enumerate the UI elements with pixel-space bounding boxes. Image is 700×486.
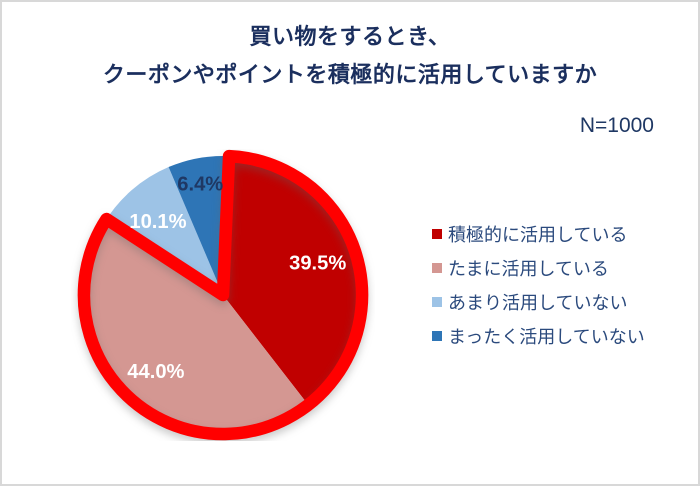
legend-swatch-icon bbox=[432, 296, 442, 307]
legend: 積極的に活用している たまに活用している あまり活用していない まったく活用していない bbox=[432, 223, 645, 347]
chart-title-line2: クーポンやポイントを積極的に活用していますか bbox=[102, 62, 598, 87]
legend-item-label: たまに活用している bbox=[448, 258, 609, 279]
chart-title: 買い物をするとき、 クーポンやポイントを積極的に活用していますか bbox=[2, 18, 698, 94]
legend-item-label: あまり活用していない bbox=[448, 292, 628, 313]
sample-size-label: N=1000 bbox=[579, 114, 654, 137]
highlight-outline bbox=[77, 149, 369, 441]
pie-slice-1 bbox=[83, 224, 309, 435]
slice-label-1: 44.0% bbox=[127, 361, 184, 383]
legend-item-label: まったく活用していない bbox=[448, 326, 645, 347]
pie-slice-3 bbox=[168, 155, 223, 295]
legend-item-0: 積極的に活用している bbox=[432, 223, 645, 245]
legend-item-3: まったく活用していない bbox=[432, 325, 645, 347]
legend-swatch-icon bbox=[432, 228, 442, 239]
pie-chart: 39.5% 44.0% 10.1% 6.4% bbox=[77, 149, 369, 441]
chart-title-line1: 買い物をするとき、 bbox=[249, 24, 451, 49]
slice-label-2: 10.1% bbox=[129, 211, 186, 233]
legend-swatch-icon bbox=[432, 330, 442, 341]
pie-slice-2 bbox=[103, 167, 223, 295]
slice-label-3: 6.4% bbox=[177, 173, 223, 195]
legend-swatch-icon bbox=[432, 262, 442, 273]
slice-label-0: 39.5% bbox=[289, 253, 346, 275]
legend-item-label: 積極的に活用している bbox=[448, 224, 628, 245]
legend-item-1: たまに活用している bbox=[432, 257, 645, 279]
legend-item-2: あまり活用していない bbox=[432, 291, 645, 313]
pie-slice-0 bbox=[223, 155, 363, 405]
